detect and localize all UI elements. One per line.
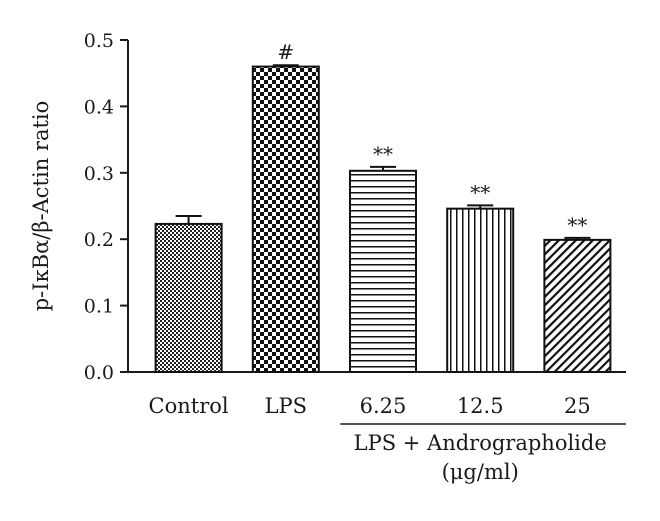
bars: # ** ** ** [154, 40, 612, 373]
significance-marker: ** [567, 213, 587, 237]
bar-lps [251, 65, 320, 373]
significance-marker: ** [470, 180, 490, 204]
category-label: 25 [564, 394, 591, 418]
group-label-line2: (μg/ml) [442, 460, 519, 484]
x-labels: Control LPS 6.25 12.5 25 [149, 394, 591, 418]
group-label-line1: LPS + Andrographolide [354, 431, 607, 455]
y-tick-label: 0.1 [84, 296, 114, 318]
y-tick-label: 0.5 [84, 30, 114, 52]
bar-6-25 [349, 169, 417, 373]
category-label: 6.25 [360, 394, 407, 418]
category-label: Control [149, 394, 229, 418]
significance-marker: ** [373, 142, 393, 166]
treatment-group: LPS + Andrographolide (μg/ml) [340, 423, 626, 484]
y-tick-label: 0.2 [84, 229, 114, 251]
bar-25 [543, 238, 612, 373]
y-tick-label: 0.4 [84, 96, 114, 118]
y-ticks: 0.0 0.1 0.2 0.3 0.4 0.5 [84, 30, 128, 384]
bar-12-5 [446, 207, 515, 373]
category-label: 12.5 [457, 394, 504, 418]
y-tick-label: 0.3 [84, 163, 114, 185]
bar-control [154, 222, 223, 373]
category-label: LPS [265, 394, 307, 418]
significance-marker: # [277, 40, 294, 64]
y-axis-title: p-IκBα/β-Actin ratio [29, 101, 53, 312]
y-tick-label: 0.0 [84, 362, 114, 384]
